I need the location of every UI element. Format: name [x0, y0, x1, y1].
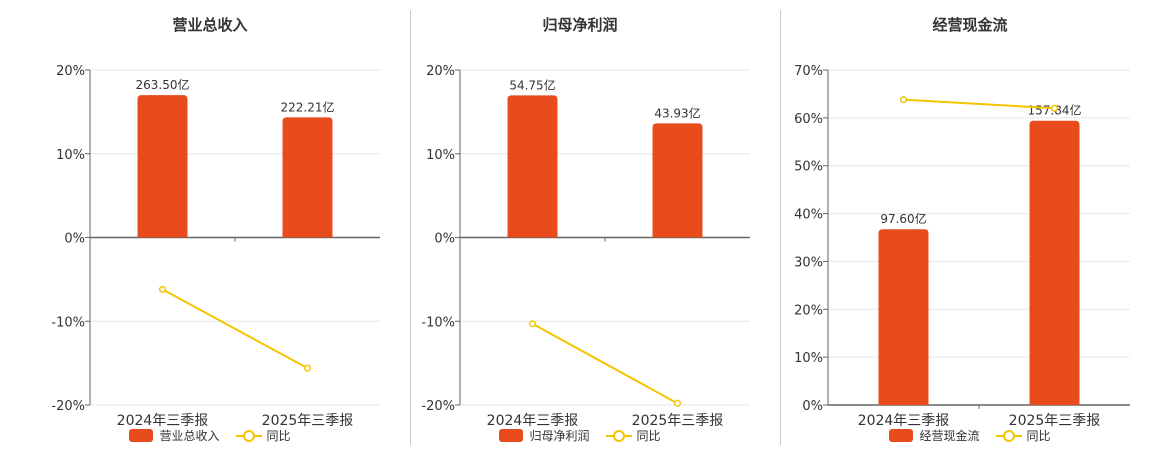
- y-tick-label: 0%: [64, 232, 85, 247]
- y-tick-label: 10%: [794, 351, 823, 366]
- y-tick-label: -20%: [51, 399, 85, 414]
- bar-data-label: 54.75亿: [509, 77, 555, 92]
- legend-line-swatch: [605, 429, 632, 443]
- bar: [282, 117, 333, 238]
- chart-svg-revenue: 20% 10% 0% -10% -20% 263.50亿 222.21亿 2024年三季报 20…: [51, 64, 380, 429]
- x-tick-label: 2025年三季报: [262, 413, 354, 429]
- bar-data-label: 97.60亿: [880, 211, 926, 226]
- legend-line-label: 同比: [1026, 429, 1051, 443]
- yoy-point: [158, 285, 167, 293]
- chart-panel-cash-flow: 经营现金流 70%60%50%40%30%20%10%0%97.60亿157.8…: [780, 0, 1160, 450]
- legend-bar-label: 营业总收入: [159, 429, 220, 443]
- y-tick-label: 10%: [56, 148, 85, 163]
- legend: 归母净利润 同比: [400, 427, 760, 444]
- chart-panel-revenue: 营业总收入 20% 10% 0% -10% -20% 263.50亿 222.21亿 2024…: [30, 0, 390, 450]
- legend-line-swatch: [995, 429, 1022, 443]
- legend-line-label: 同比: [636, 429, 661, 443]
- bar: [878, 229, 929, 405]
- bar-data-label: 222.21亿: [281, 99, 335, 114]
- x-tick-label: 2024年三季报: [487, 413, 579, 429]
- legend-line-swatch: [235, 429, 262, 443]
- panel-divider: [410, 10, 411, 445]
- x-tick-label: 2024年三季报: [858, 413, 950, 429]
- legend: 经营现金流 同比: [780, 427, 1160, 444]
- y-tick-label: -10%: [51, 315, 85, 330]
- legend-bar-label: 归母净利润: [529, 429, 590, 443]
- x-tick-label: 2025年三季报: [1009, 413, 1101, 429]
- legend-bar-swatch: [889, 429, 914, 442]
- yoy-point: [899, 96, 908, 104]
- y-tick-label: 10%: [426, 148, 455, 163]
- y-tick-label: -10%: [421, 315, 455, 330]
- chart-svg-net-profit: 20% 10% 0% -10% -20% 54.75亿 43.93亿 2024年三季报 2025…: [421, 64, 750, 429]
- legend-bar-swatch: [129, 429, 154, 442]
- yoy-point: [528, 320, 537, 328]
- y-tick-label: 0%: [802, 399, 823, 414]
- chart-title: 经营现金流: [932, 16, 1008, 34]
- x-tick-label: 2024年三季报: [117, 413, 209, 429]
- bar: [1029, 120, 1080, 406]
- bar: [507, 95, 558, 238]
- chart-panel-net-profit: 归母净利润 20% 10% 0% -10% -20% 54.75亿 43.93亿 2024年三…: [400, 0, 760, 450]
- yoy-point: [303, 364, 312, 372]
- legend-bar-swatch: [499, 429, 524, 442]
- panel-divider: [780, 10, 781, 445]
- y-tick-label: 70%: [794, 64, 823, 79]
- yoy-line: [532, 322, 678, 405]
- y-tick-label: 30%: [794, 255, 823, 270]
- yoy-point: [1050, 104, 1059, 112]
- bar: [137, 95, 188, 238]
- y-tick-label: 50%: [794, 160, 823, 175]
- yoy-line: [903, 98, 1055, 110]
- legend-bar-label: 经营现金流: [919, 429, 980, 443]
- y-tick-label: 60%: [794, 112, 823, 127]
- bar-data-label: 43.93亿: [654, 105, 700, 120]
- yoy-line: [162, 288, 308, 370]
- chart-svg-cash-flow: 70%60%50%40%30%20%10%0%97.60亿157.84亿2024…: [794, 64, 1130, 429]
- y-tick-label: 20%: [426, 64, 455, 79]
- chart-title: 归母净利润: [542, 16, 618, 34]
- legend-line-label: 同比: [266, 429, 291, 443]
- y-tick-label: 20%: [56, 64, 85, 79]
- bar: [652, 123, 703, 238]
- y-tick-label: 20%: [794, 303, 823, 318]
- bar-data-label: 263.50亿: [136, 77, 190, 92]
- x-tick-label: 2025年三季报: [632, 413, 724, 429]
- y-tick-label: -20%: [421, 399, 455, 414]
- legend: 营业总收入 同比: [30, 427, 390, 444]
- y-tick-label: 40%: [794, 208, 823, 223]
- y-tick-label: 0%: [434, 232, 455, 247]
- chart-title: 营业总收入: [172, 16, 248, 34]
- yoy-point: [673, 399, 682, 407]
